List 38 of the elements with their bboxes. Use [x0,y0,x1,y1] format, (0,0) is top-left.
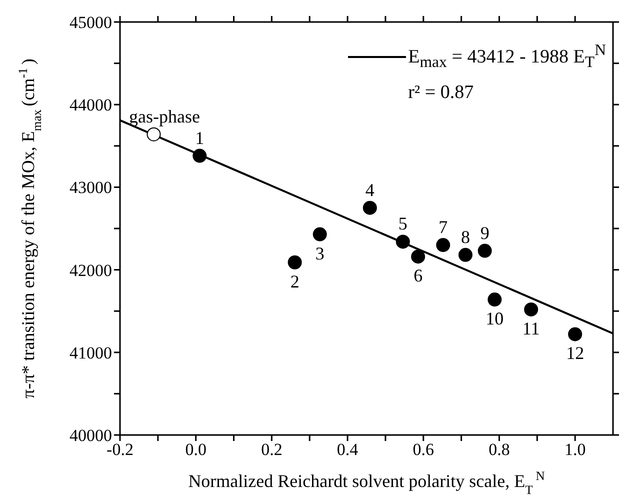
annotation: gas-phase [129,106,200,126]
annotation: 11 [522,318,540,338]
point [288,255,302,270]
point [146,127,161,142]
x-tick-label: 0.0 [185,440,206,460]
y-tick-label: 44000 [70,96,112,115]
x-tick-label: 0.4 [336,440,359,460]
point [458,248,472,262]
annotation: 6 [414,266,423,286]
x-tick-label: 0.8 [488,440,510,460]
annotation: 8 [460,226,470,247]
point [488,292,502,307]
point [568,327,582,342]
point [312,227,327,242]
annotation: r² = 0.87 [407,81,475,106]
point [192,148,207,163]
annotation: 9 [480,222,490,243]
annotation: 12 [566,343,584,364]
annotation: 2 [290,271,300,292]
x-tick-label: 1.0 [564,440,586,460]
annotation: 1 [195,128,204,148]
point [362,200,377,215]
x-tick-label: 0.2 [261,440,282,460]
y-tick-label: 42000 [70,260,112,280]
annotation: 7 [438,217,448,238]
y-tick-label: 43000 [70,178,112,198]
x-tick-label: 0.6 [412,440,434,460]
y-tick-label: 45000 [70,13,112,32]
point [524,302,538,316]
annotation: 4 [365,180,374,200]
annotation: 3 [315,243,324,264]
annotation: 5 [398,214,408,234]
point [411,250,426,264]
point [396,234,410,249]
y-tick-label: 41000 [70,343,112,362]
point [436,238,450,252]
annotation: 10 [486,308,504,329]
point [478,244,492,258]
